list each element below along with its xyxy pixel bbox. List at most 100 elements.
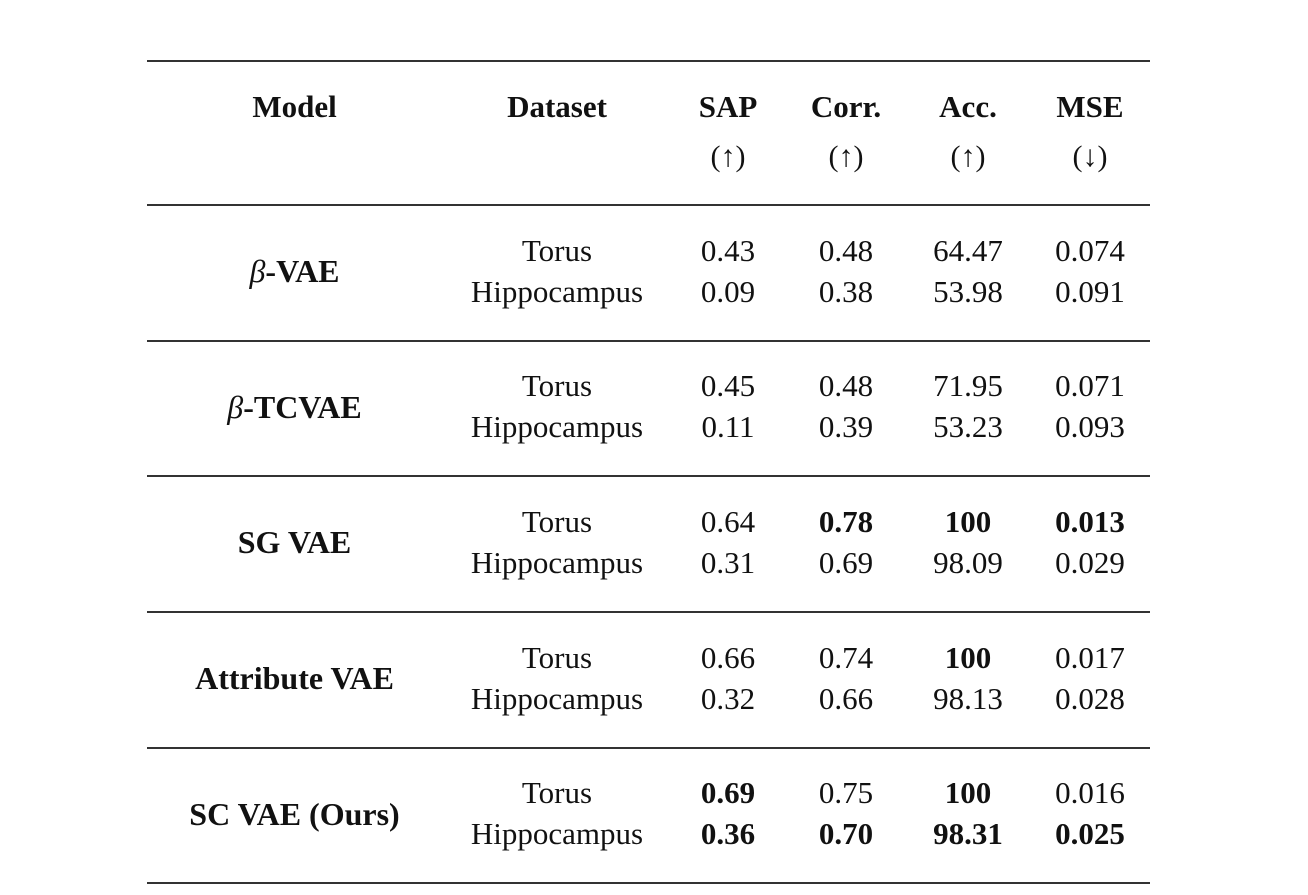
dataset-cell: Torus Hippocampus (447, 366, 667, 447)
mse-hippocampus: 0.028 (1055, 680, 1125, 716)
corr-torus: 0.74 (818, 640, 874, 675)
dataset-torus: Torus (521, 775, 593, 810)
top-rule (147, 60, 1150, 62)
row-divider (147, 340, 1150, 342)
acc-cell: 71.95 53.23 (908, 366, 1028, 447)
acc-hippocampus: 53.98 (933, 273, 1003, 309)
corr-hippocampus: 0.38 (818, 273, 874, 309)
sap-torus: 0.43 (700, 233, 756, 268)
sap-torus-best: 0.69 (700, 775, 756, 810)
dataset-hippocampus: Hippocampus (470, 815, 644, 851)
dataset-torus: Torus (521, 640, 593, 675)
mse-torus: 0.071 (1055, 368, 1125, 403)
corr-hippocampus: 0.66 (818, 680, 874, 716)
header-model: Model (252, 89, 337, 124)
acc-torus-best: 100 (944, 775, 992, 810)
header-acc-arrow: (↑) (950, 140, 986, 173)
model-name-text: Attribute VAE (195, 660, 394, 696)
model-name-text: SG VAE (237, 524, 352, 560)
model-name-text: -VAE (265, 253, 340, 289)
sap-cell: 0.69 0.36 (678, 773, 778, 854)
sap-cell: 0.43 0.09 (678, 231, 778, 312)
model-name: SC VAE (Ours) (147, 794, 442, 834)
dataset-hippocampus: Hippocampus (470, 408, 644, 444)
acc-torus-best: 100 (944, 640, 992, 675)
dataset-torus: Torus (521, 233, 593, 268)
corr-torus-best: 0.78 (818, 504, 874, 539)
header-sap: SAP (698, 89, 758, 124)
acc-cell: 100 98.09 (908, 502, 1028, 583)
mse-cell: 0.074 0.091 (1030, 231, 1150, 312)
sap-hippocampus: 0.09 (700, 273, 756, 309)
header-corr: Corr. (810, 89, 882, 124)
mse-hippocampus: 0.091 (1055, 273, 1125, 309)
mse-hippocampus: 0.093 (1055, 408, 1125, 444)
sap-hippocampus: 0.32 (700, 680, 756, 716)
corr-hippocampus-best: 0.70 (818, 815, 874, 851)
acc-hippocampus: 98.09 (933, 544, 1003, 580)
row-divider (147, 475, 1150, 477)
model-name: β-VAE (147, 251, 442, 291)
sap-cell: 0.66 0.32 (678, 638, 778, 719)
sap-torus: 0.45 (700, 368, 756, 403)
header-mse: MSE (1056, 89, 1124, 124)
acc-cell: 64.47 53.98 (908, 231, 1028, 312)
acc-hippocampus-best: 98.31 (933, 815, 1003, 851)
model-name-text: -TCVAE (243, 389, 362, 425)
model-name: β-TCVAE (147, 387, 442, 427)
sap-torus: 0.66 (700, 640, 756, 675)
acc-torus: 71.95 (933, 368, 1003, 403)
dataset-torus: Torus (521, 368, 593, 403)
corr-torus: 0.75 (818, 775, 874, 810)
mse-torus: 0.016 (1055, 775, 1125, 810)
header-dataset: Dataset (507, 89, 607, 124)
dataset-hippocampus: Hippocampus (470, 544, 644, 580)
dataset-cell: Torus Hippocampus (447, 231, 667, 312)
model-name: Attribute VAE (147, 658, 442, 698)
corr-hippocampus: 0.39 (818, 408, 874, 444)
mse-hippocampus-best: 0.025 (1055, 815, 1125, 851)
dataset-hippocampus: Hippocampus (470, 680, 644, 716)
dataset-hippocampus: Hippocampus (470, 273, 644, 309)
sap-hippocampus: 0.31 (700, 544, 756, 580)
acc-cell: 100 98.13 (908, 638, 1028, 719)
dataset-cell: Torus Hippocampus (447, 502, 667, 583)
mse-torus: 0.074 (1055, 233, 1125, 268)
row-divider (147, 747, 1150, 749)
dataset-cell: Torus Hippocampus (447, 773, 667, 854)
sap-cell: 0.45 0.11 (678, 366, 778, 447)
acc-torus-best: 100 (944, 504, 992, 539)
acc-hippocampus: 98.13 (933, 680, 1003, 716)
row-divider (147, 611, 1150, 613)
corr-torus: 0.48 (818, 233, 874, 268)
beta-symbol: β (249, 253, 266, 289)
corr-cell: 0.48 0.39 (796, 366, 896, 447)
acc-torus: 64.47 (933, 233, 1003, 268)
mse-cell: 0.016 0.025 (1030, 773, 1150, 854)
mse-hippocampus: 0.029 (1055, 544, 1125, 580)
mse-torus-best: 0.013 (1055, 504, 1125, 539)
corr-cell: 0.74 0.66 (796, 638, 896, 719)
corr-torus: 0.48 (818, 368, 874, 403)
dataset-torus: Torus (521, 504, 593, 539)
sap-cell: 0.64 0.31 (678, 502, 778, 583)
sap-torus: 0.64 (700, 504, 756, 539)
acc-hippocampus: 53.23 (933, 408, 1003, 444)
beta-symbol: β (227, 389, 244, 425)
sap-hippocampus-best: 0.36 (700, 815, 756, 851)
header-rule (147, 204, 1150, 206)
bottom-rule (147, 882, 1150, 884)
header-mse-arrow: (↓) (1072, 140, 1108, 173)
dataset-cell: Torus Hippocampus (447, 638, 667, 719)
header-corr-arrow: (↑) (828, 140, 864, 173)
mse-cell: 0.013 0.029 (1030, 502, 1150, 583)
model-name-text: SC VAE (Ours) (189, 796, 400, 832)
mse-cell: 0.071 0.093 (1030, 366, 1150, 447)
corr-cell: 0.78 0.69 (796, 502, 896, 583)
model-name: SG VAE (147, 522, 442, 562)
mse-torus: 0.017 (1055, 640, 1125, 675)
corr-hippocampus: 0.69 (818, 544, 874, 580)
sap-hippocampus: 0.11 (701, 408, 755, 444)
corr-cell: 0.48 0.38 (796, 231, 896, 312)
header-sap-arrow: (↑) (710, 140, 746, 173)
